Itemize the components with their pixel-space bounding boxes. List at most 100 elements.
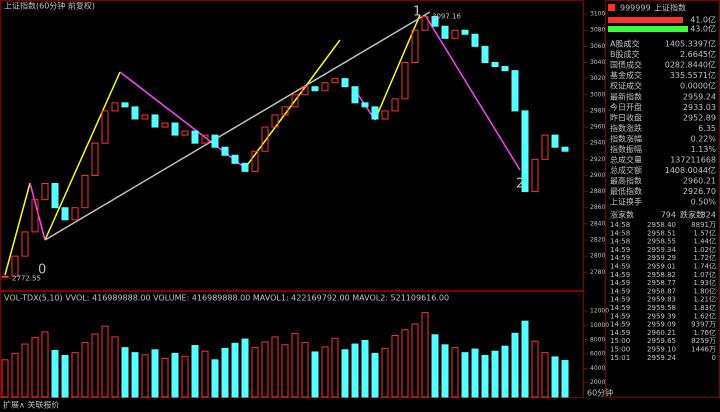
trade-price: 2959.01	[647, 263, 676, 271]
volume-bar	[521, 320, 529, 398]
trade-time: 14:59	[610, 321, 630, 329]
trade-price: 2959.24	[647, 354, 676, 362]
candle	[51, 183, 59, 209]
volume-bar	[511, 332, 519, 398]
candle	[151, 114, 159, 128]
candle	[421, 16, 429, 31]
trade-price: 2959.10	[647, 346, 676, 354]
quote-value: 137211668	[670, 156, 716, 165]
quote-value: 6.35	[698, 124, 716, 133]
footer-left[interactable]: 扩展∧ 关联报价	[3, 400, 59, 410]
volume-bar	[131, 352, 139, 398]
y-tick-label: 2920	[590, 156, 605, 163]
trade-time: 14:59	[610, 304, 630, 312]
volume-bar	[331, 337, 339, 398]
trade-price: 2959.65	[647, 337, 676, 345]
candle	[381, 110, 389, 120]
trade-price: 2960.21	[647, 329, 676, 337]
candle	[61, 207, 69, 221]
candle	[501, 66, 509, 72]
candle	[491, 62, 499, 68]
volume-bar	[551, 356, 559, 398]
trade-volume: 8259万	[691, 337, 716, 345]
volume-bar	[171, 352, 179, 398]
volume-bar	[461, 352, 469, 398]
volume-tick-label: 12000	[590, 308, 609, 315]
trade-price: 2958.77	[647, 279, 676, 287]
candle	[11, 255, 19, 277]
bar-buy-label: 41.0亿	[690, 15, 716, 25]
trade-time: 15:00	[610, 346, 630, 354]
volume-bar	[111, 336, 119, 398]
volume-bar	[21, 343, 29, 398]
volume-bar	[391, 334, 399, 398]
candle	[101, 110, 109, 144]
bar-sell-label: 43.0亿	[690, 24, 716, 34]
volume-bar	[541, 352, 549, 398]
trade-price: 2959.09	[647, 321, 676, 329]
trade-time: 15:00	[610, 337, 630, 345]
quote-label: 最高指数	[610, 176, 642, 186]
trade-price: 2958.55	[647, 238, 676, 246]
quote-label: 总成交额	[610, 165, 642, 175]
y-tick-label: 3020	[590, 75, 605, 82]
volume-bar	[341, 349, 349, 398]
quote-value: 0.50%	[691, 198, 717, 207]
quote-label: 昨日收盘	[610, 113, 642, 123]
quote-label: 上证换手	[610, 197, 642, 207]
main-frame	[0, 0, 584, 291]
trade-volume: 1.02亿	[693, 245, 716, 254]
trade-time: 14:59	[610, 271, 630, 279]
y-tick-label: 3080	[590, 27, 605, 34]
candle	[371, 106, 379, 120]
trade-volume: 1.93亿	[693, 278, 716, 287]
trade-volume: 1.76亿	[693, 328, 716, 337]
candle	[241, 162, 249, 172]
quote-value: 0.0000亿	[680, 81, 716, 91]
quote-label: 国债成交	[610, 60, 642, 70]
quote-label: 总成交量	[610, 155, 642, 165]
volume-tick-label: 8000	[590, 336, 605, 343]
quote-label: 最新指数	[610, 92, 642, 102]
volume-tick-label: 6000	[590, 351, 605, 358]
period-label: 60分钟	[587, 388, 613, 398]
quote-value: 2.6645亿	[680, 49, 716, 59]
quote-value: 1408.0044亿	[665, 165, 716, 175]
trade-time: 14:59	[610, 312, 630, 320]
annotation: 0	[38, 263, 46, 278]
candle	[481, 45, 489, 64]
chart-title: 上证指数(60分钟 前复权)	[4, 1, 95, 11]
candle	[31, 199, 39, 233]
candle	[251, 150, 259, 172]
volume-bar	[271, 336, 279, 398]
down-count: 324	[701, 211, 716, 220]
trade-volume: 1.07亿	[693, 270, 716, 279]
volume-bar	[451, 347, 459, 398]
candle	[201, 134, 209, 144]
quote-value: 335.5571亿	[670, 70, 716, 80]
y-tick-label: 2780	[590, 269, 605, 276]
volume-bar	[221, 347, 229, 398]
candle	[441, 25, 449, 39]
quote-label: 指数振幅	[610, 144, 642, 154]
y-tick-label: 2900	[590, 172, 605, 179]
quote-value: 2960.21	[683, 177, 716, 186]
volume-bar	[41, 331, 49, 398]
volume-bar	[1, 359, 9, 398]
trade-price: 2958.40	[647, 221, 676, 229]
quote-name: 上证指数	[654, 3, 686, 13]
bar-buy	[608, 17, 683, 23]
candle	[71, 207, 79, 221]
quote-label: B股成交	[610, 49, 640, 59]
candle	[451, 29, 459, 39]
volume-bar	[141, 354, 149, 398]
trade-price: 2958.82	[647, 271, 676, 279]
volume-tick-label: 4000	[590, 365, 605, 372]
candle	[21, 231, 29, 257]
trade-volume: 1.62亿	[693, 311, 716, 320]
y-tick-label: 2960	[590, 124, 605, 131]
down-label: 跌家数	[680, 210, 704, 220]
volume-bar	[491, 350, 499, 398]
volume-bar	[121, 347, 129, 398]
candle	[301, 86, 309, 96]
